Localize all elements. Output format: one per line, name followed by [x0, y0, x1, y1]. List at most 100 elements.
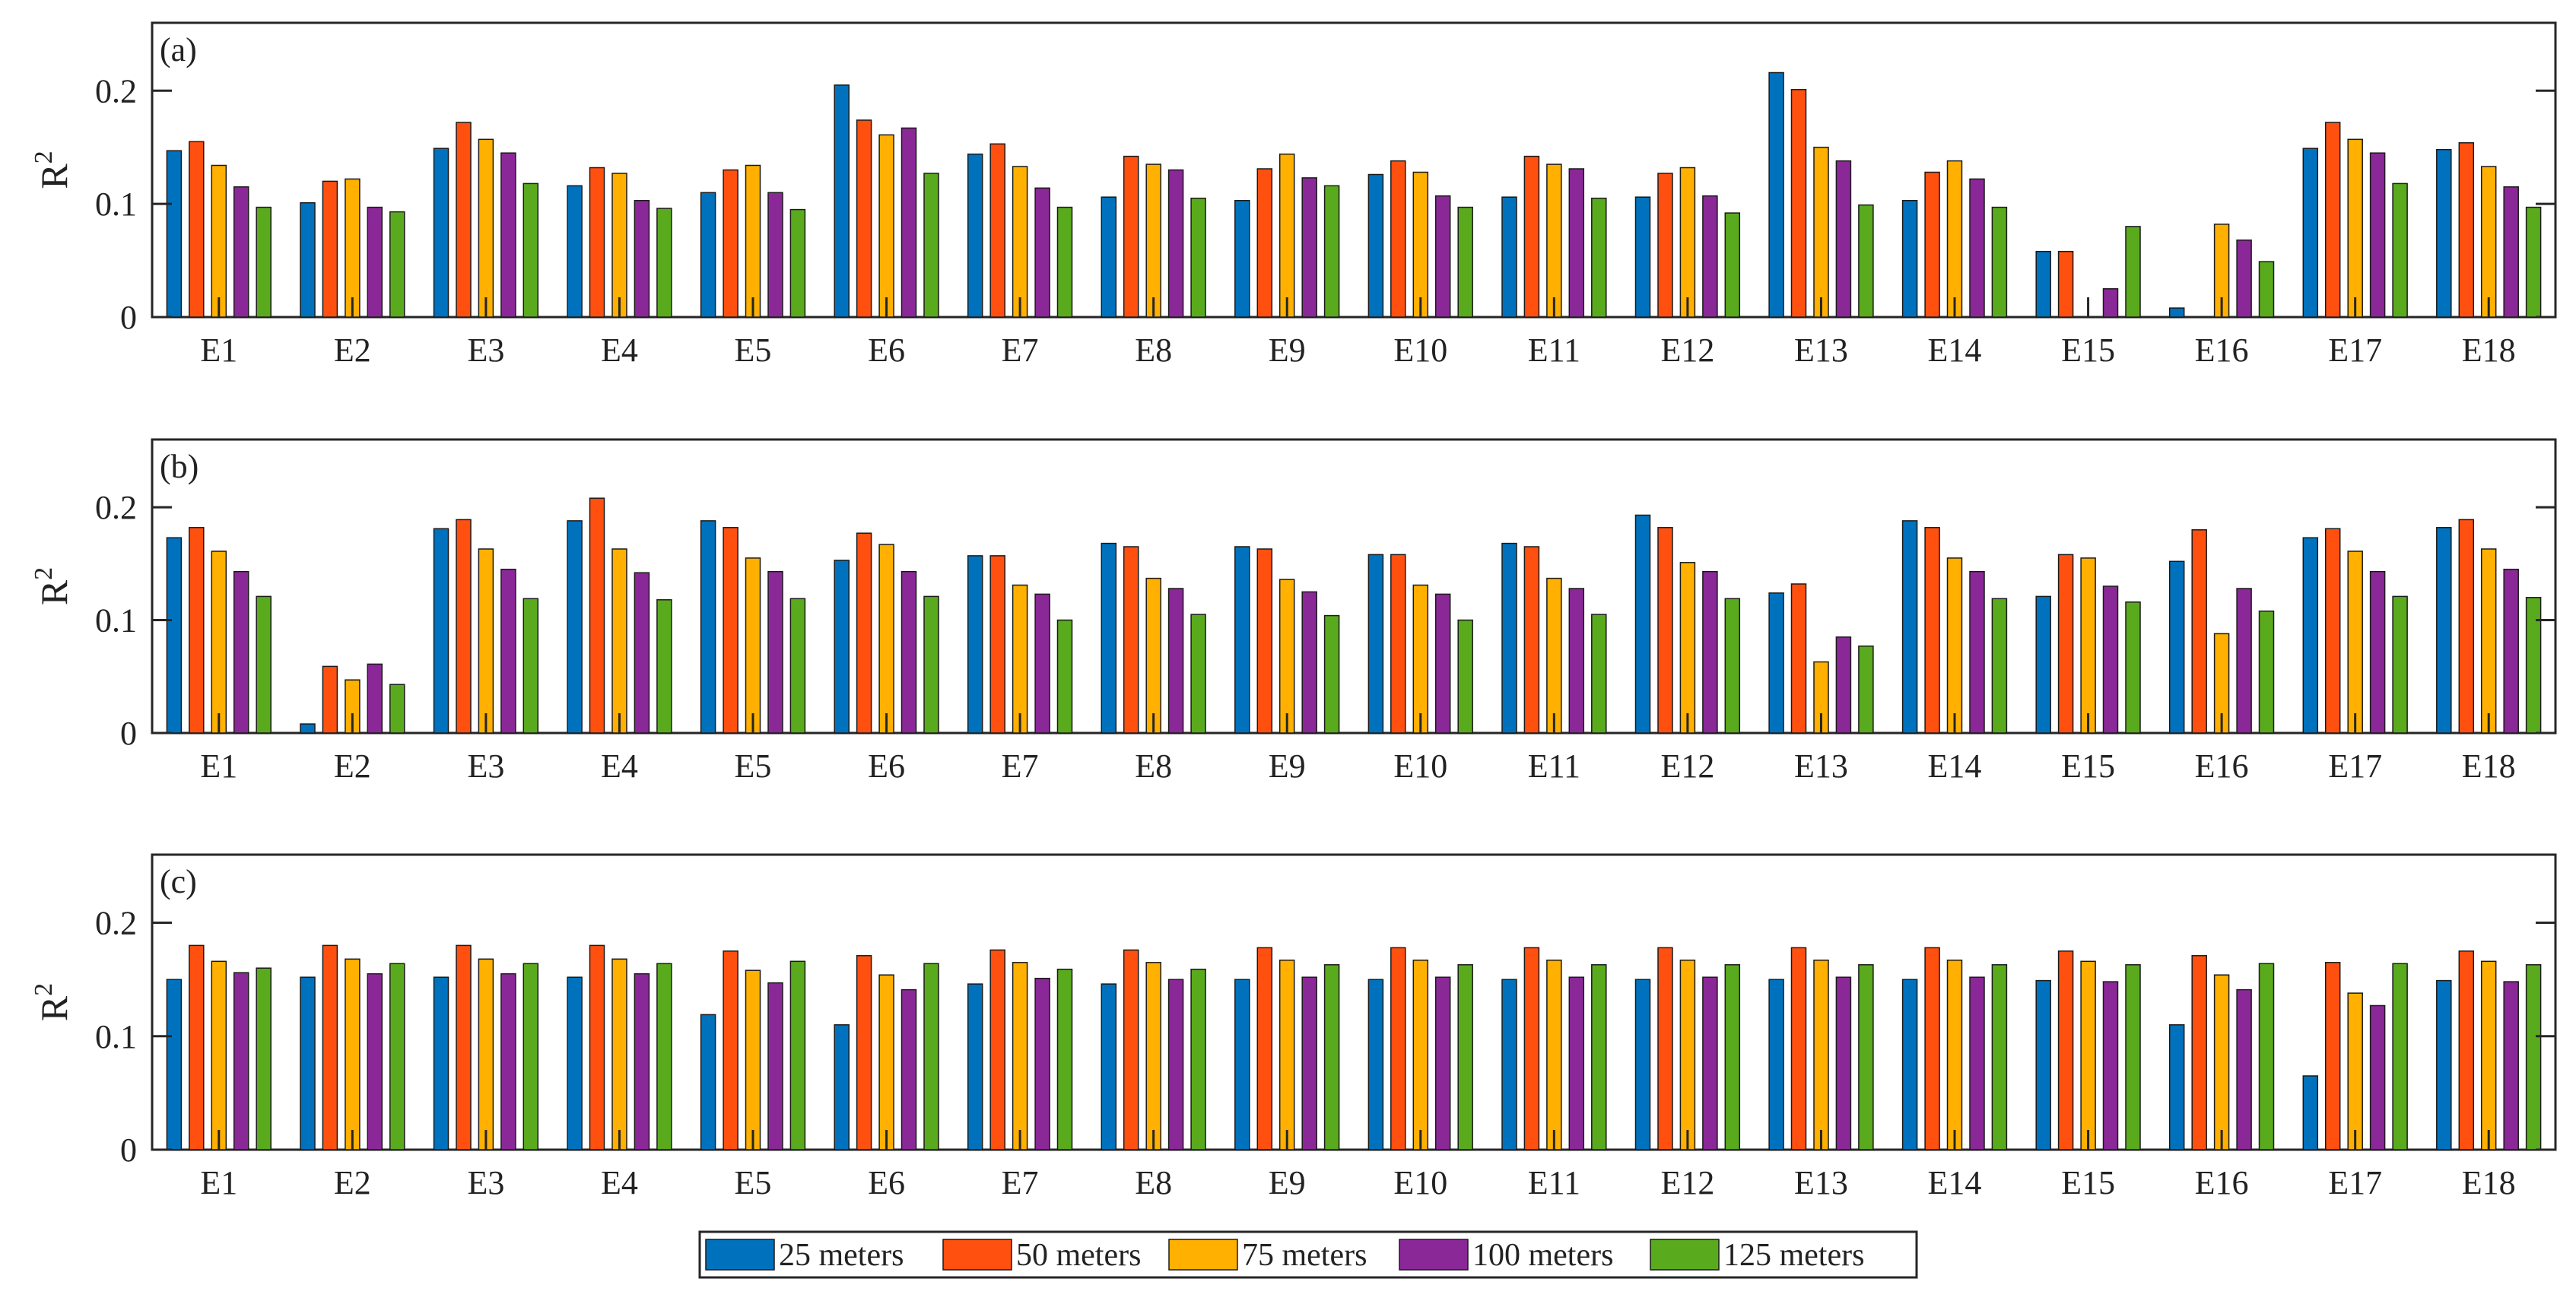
bar-e9-series-5: [1323, 964, 1340, 1150]
bar-e11-series-2: [1523, 947, 1540, 1150]
x-tick-label: E4: [601, 1164, 638, 1201]
bar-e6-series-3: [878, 974, 894, 1150]
bar-e15-series-3: [2080, 557, 2096, 734]
bar-e13-series-4: [1835, 160, 1852, 318]
bar-e8-series-1: [1101, 542, 1117, 734]
bar-e6-series-3: [878, 544, 894, 734]
bar-e10-series-3: [1412, 584, 1429, 734]
x-tick-label: E3: [467, 1164, 504, 1201]
bar-e5-series-5: [789, 208, 806, 318]
bar-e5-series-5: [789, 598, 806, 734]
bar-e6-series-5: [923, 173, 939, 318]
bar-e14-series-1: [1901, 199, 1918, 318]
bar-e17-series-3: [2347, 551, 2363, 734]
bar-e7-series-2: [989, 555, 1005, 734]
bar-e4-series-5: [656, 208, 672, 318]
x-tick-label: E5: [735, 1164, 772, 1201]
bar-e6-series-1: [834, 84, 850, 318]
x-tick-label: E17: [2328, 747, 2382, 785]
bar-e11-series-1: [1501, 542, 1517, 734]
bar-e14-series-2: [1924, 527, 1940, 734]
y-tick-label: 0.2: [95, 489, 137, 526]
bar-e4-series-1: [567, 185, 583, 318]
bar-e4-series-3: [611, 548, 627, 734]
bar-e1-series-4: [233, 570, 249, 734]
bar-e18-series-4: [2503, 568, 2519, 734]
bar-e16-series-1: [2168, 1024, 2185, 1150]
bar-e1-series-2: [189, 141, 205, 318]
bar-e18-series-5: [2525, 964, 2542, 1150]
bar-e14-series-3: [1946, 160, 1963, 318]
y-tick-label: 0.1: [95, 602, 137, 639]
bar-e10-series-3: [1412, 960, 1429, 1150]
y-tick-label: 0: [120, 1131, 137, 1169]
bar-e12-series-5: [1724, 212, 1741, 318]
bar-e14-series-5: [1991, 598, 2008, 734]
bar-e11-series-4: [1568, 976, 1585, 1150]
bar-e2-series-5: [389, 963, 405, 1150]
x-tick-label: E13: [1794, 1164, 1848, 1201]
bar-e1-series-1: [166, 979, 183, 1150]
bar-e3-series-3: [478, 548, 494, 734]
bar-e11-series-3: [1546, 577, 1562, 734]
y-tick-label: 0.1: [95, 186, 137, 223]
x-tick-label: E5: [735, 332, 772, 369]
panel-3: E1 E2 E3 E4 E5 E6 E7 E8 E9 E10 E11 E12 E13 E14 E15 E16 E…: [30, 853, 2557, 1201]
bar-e10-series-2: [1390, 160, 1406, 318]
bar-e11-series-4: [1568, 588, 1585, 734]
bar-e15-series-1: [2035, 979, 2051, 1150]
bar-e3-series-4: [500, 152, 516, 318]
bar-e14-series-2: [1924, 171, 1940, 318]
bar-e15-series-1: [2035, 595, 2051, 734]
x-tick-label: E10: [1393, 332, 1447, 369]
bar-e12-series-2: [1657, 173, 1673, 318]
bar-e13-series-4: [1835, 976, 1852, 1150]
bar-e17-series-2: [2324, 962, 2341, 1150]
bar-e13-series-3: [1813, 146, 1829, 318]
bar-e1-series-4: [233, 186, 249, 318]
bar-e8-series-5: [1190, 968, 1206, 1150]
bar-e16-series-5: [2258, 261, 2275, 318]
y-tick-label: 0.2: [95, 72, 137, 109]
bar-e2-series-1: [300, 201, 316, 318]
bar-e15-series-3: [2080, 960, 2096, 1150]
axes-frame: [151, 853, 2557, 1151]
bar-e8-series-1: [1101, 983, 1117, 1150]
x-tick-label: E17: [2328, 332, 2382, 369]
legend-swatch: [1650, 1239, 1720, 1271]
bar-e9-series-2: [1256, 947, 1273, 1150]
legend-label: 50 meters: [1016, 1238, 1141, 1273]
bar-e3-series-2: [456, 944, 472, 1150]
bar-e8-series-5: [1190, 197, 1206, 318]
x-tick-label: E12: [1660, 1164, 1714, 1201]
bar-e2-series-3: [345, 958, 361, 1150]
bar-e7-series-1: [967, 983, 983, 1150]
bar-e9-series-1: [1234, 546, 1250, 734]
bar-e4-series-3: [611, 958, 627, 1150]
bar-e15-series-5: [2125, 964, 2141, 1150]
bar-e7-series-5: [1056, 206, 1073, 318]
bar-e6-series-4: [900, 570, 917, 734]
bar-e8-series-2: [1123, 155, 1139, 318]
bar-e5-series-4: [767, 570, 783, 734]
bar-e5-series-3: [745, 557, 761, 734]
bar-e1-series-4: [233, 972, 249, 1150]
bar-e16-series-4: [2236, 588, 2252, 734]
bar-e3-series-1: [433, 528, 449, 734]
bar-e5-series-2: [723, 169, 738, 318]
bar-e5-series-1: [700, 192, 716, 318]
bar-e7-series-4: [1034, 187, 1050, 318]
bar-e10-series-5: [1457, 206, 1473, 318]
bar-e15-series-4: [2102, 585, 2119, 734]
x-tick-label: E2: [334, 1164, 371, 1201]
bar-e13-series-1: [1768, 979, 1784, 1150]
x-tick-label: E7: [1002, 747, 1039, 785]
x-tick-label: E1: [200, 747, 237, 785]
legend-swatch: [1399, 1239, 1469, 1271]
bar-e13-series-1: [1768, 71, 1784, 318]
y-tick-label: 0.1: [95, 1018, 137, 1055]
bar-e6-series-2: [856, 532, 872, 734]
legend-label: 125 meters: [1723, 1238, 1864, 1273]
bar-e16-series-5: [2258, 963, 2275, 1150]
bar-e5-series-4: [767, 192, 783, 318]
